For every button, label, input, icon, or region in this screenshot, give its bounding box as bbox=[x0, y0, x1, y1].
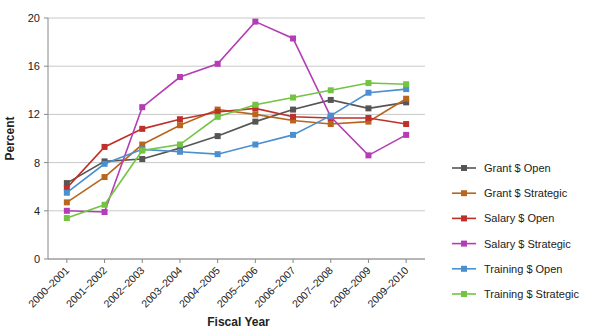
tick-label: 4 bbox=[34, 205, 40, 217]
data-point bbox=[252, 142, 258, 148]
data-point bbox=[102, 174, 108, 180]
legend-label: Salary $ Open bbox=[484, 212, 554, 224]
data-point bbox=[365, 115, 371, 121]
grid-line bbox=[48, 114, 425, 115]
tick-mark bbox=[330, 259, 331, 263]
data-point bbox=[365, 90, 371, 96]
data-point bbox=[64, 190, 70, 196]
axis-title: Percent bbox=[3, 116, 17, 160]
tick-label: 2009–2010 bbox=[365, 264, 411, 310]
data-point bbox=[64, 208, 70, 214]
data-point bbox=[139, 156, 145, 162]
data-point bbox=[64, 215, 70, 221]
tick-mark bbox=[142, 259, 143, 263]
legend-entry: Training $ Open bbox=[452, 263, 562, 275]
data-point bbox=[177, 142, 183, 148]
tick-mark bbox=[44, 162, 48, 163]
data-point bbox=[252, 19, 258, 25]
data-point bbox=[215, 114, 221, 120]
series-line bbox=[67, 83, 406, 218]
data-point bbox=[139, 126, 145, 132]
data-point bbox=[139, 148, 145, 154]
data-point bbox=[139, 104, 145, 110]
data-point bbox=[290, 132, 296, 138]
data-point bbox=[403, 81, 409, 87]
tick-mark bbox=[179, 259, 180, 263]
legend-marker bbox=[461, 190, 467, 196]
tick-mark bbox=[44, 18, 48, 19]
data-point bbox=[177, 122, 183, 128]
tick-mark bbox=[66, 259, 67, 263]
legend-entry: Salary $ Open bbox=[452, 212, 554, 224]
data-point bbox=[328, 97, 334, 103]
legend-label: Training $ Strategic bbox=[484, 288, 579, 300]
data-point bbox=[328, 113, 334, 119]
data-point bbox=[403, 96, 409, 102]
data-point bbox=[403, 121, 409, 127]
tick-mark bbox=[293, 259, 294, 263]
legend-entry: Grant $ Strategic bbox=[452, 187, 568, 199]
data-point bbox=[290, 107, 296, 113]
tick-mark bbox=[44, 259, 48, 260]
data-point bbox=[328, 87, 334, 93]
plot-area bbox=[64, 19, 409, 221]
legend-marker bbox=[461, 266, 467, 272]
tick-mark bbox=[255, 259, 256, 263]
data-point bbox=[290, 35, 296, 41]
data-point bbox=[365, 80, 371, 86]
legend-marker bbox=[461, 165, 467, 171]
data-point bbox=[215, 151, 221, 157]
legend-label: Grant $ Open bbox=[484, 162, 551, 174]
tick-mark bbox=[44, 210, 48, 211]
legend-entry: Training $ Strategic bbox=[452, 288, 579, 300]
legend-marker bbox=[461, 215, 467, 221]
data-point bbox=[290, 95, 296, 101]
y-axis bbox=[48, 18, 49, 259]
tick-mark bbox=[406, 259, 407, 263]
data-point bbox=[215, 61, 221, 67]
legend-entry: Salary $ Strategic bbox=[452, 238, 571, 250]
tick-mark bbox=[217, 259, 218, 263]
data-point bbox=[102, 209, 108, 215]
data-point bbox=[177, 116, 183, 122]
legend-entry: Grant $ Open bbox=[452, 162, 551, 174]
series-line bbox=[67, 22, 406, 212]
tick-mark bbox=[104, 259, 105, 263]
data-point bbox=[252, 119, 258, 125]
tick-label: 16 bbox=[28, 60, 40, 72]
data-point bbox=[365, 152, 371, 158]
data-point bbox=[102, 202, 108, 208]
tick-label: 12 bbox=[28, 108, 40, 120]
tick-mark bbox=[368, 259, 369, 263]
chart: 0481216202000–20012001–20022002–20032003… bbox=[0, 0, 595, 335]
legend-label: Training $ Open bbox=[484, 263, 562, 275]
tick-mark bbox=[44, 66, 48, 67]
tick-mark bbox=[44, 114, 48, 115]
legend-marker bbox=[461, 241, 467, 247]
legend-label: Grant $ Strategic bbox=[484, 187, 568, 199]
data-point bbox=[102, 161, 108, 167]
data-point bbox=[215, 133, 221, 139]
tick-label: 0 bbox=[34, 253, 40, 265]
tick-label: 20 bbox=[28, 12, 40, 24]
series-line bbox=[67, 89, 406, 193]
data-point bbox=[290, 114, 296, 120]
grid-line bbox=[48, 66, 425, 67]
axis-title: Fiscal Year bbox=[207, 315, 270, 329]
data-point bbox=[102, 144, 108, 150]
legend-label: Salary $ Strategic bbox=[484, 238, 571, 250]
data-point bbox=[177, 74, 183, 80]
data-point bbox=[328, 121, 334, 127]
data-point bbox=[64, 199, 70, 205]
tick-label: 8 bbox=[34, 157, 40, 169]
legend-marker bbox=[461, 291, 467, 297]
grid-line bbox=[48, 18, 425, 19]
data-point bbox=[365, 105, 371, 111]
data-point bbox=[252, 102, 258, 108]
data-point bbox=[177, 149, 183, 155]
data-point bbox=[403, 132, 409, 138]
data-point bbox=[252, 111, 258, 117]
